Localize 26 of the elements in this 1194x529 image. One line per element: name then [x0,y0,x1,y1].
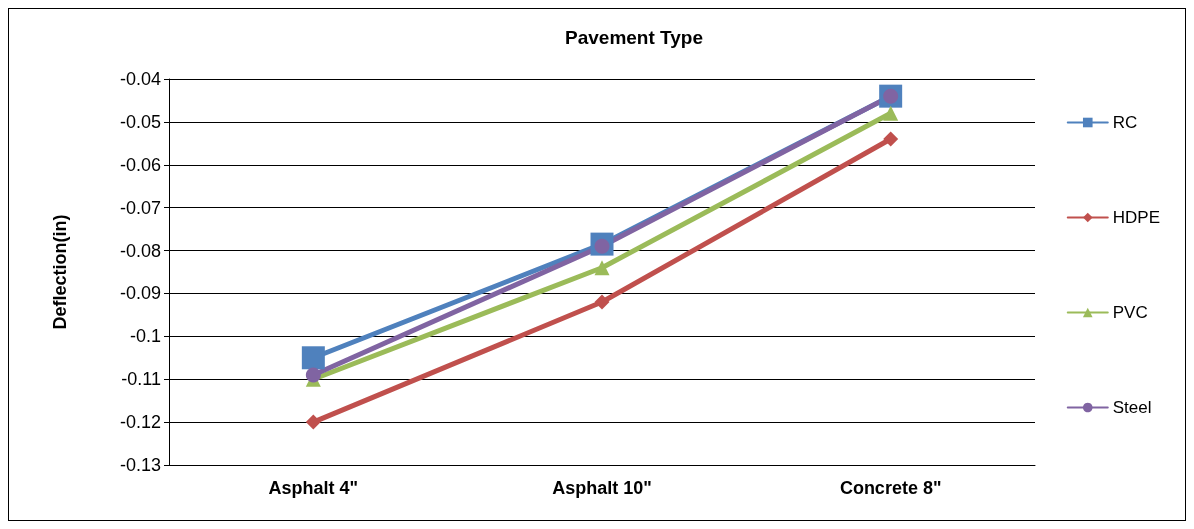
y-tick-label: -0.06 [119,154,161,175]
y-tick-label: -0.09 [119,283,161,304]
y-tick-label: -0.07 [119,197,161,218]
legend-label: Steel [1112,398,1152,417]
point [301,346,325,370]
y-tick-label: -0.04 [119,69,161,89]
legend-label: HDPE [1112,208,1160,227]
x-tick-label: Asphalt 4" [268,478,359,498]
y-tick-label: -0.12 [119,412,161,433]
legend-label: PVC [1112,303,1148,322]
x-tick-label: Asphalt 10" [552,478,652,498]
y-tick-label: -0.11 [121,369,161,390]
point [883,131,899,147]
point [305,414,321,430]
chart-title: Pavement Type [565,27,703,48]
point [594,294,610,310]
y-tick-label: -0.08 [119,240,161,261]
y-tick-label: -0.05 [119,111,161,132]
x-tick-label: Concrete 8" [839,478,942,498]
y-tick-label: -0.1 [129,326,161,347]
y-axis-title: Deflection(in) [50,214,70,330]
y-tick-label: -0.13 [119,455,161,475]
point [883,105,899,121]
legend-label: RC [1112,113,1138,132]
point [305,367,321,383]
point [594,260,610,276]
